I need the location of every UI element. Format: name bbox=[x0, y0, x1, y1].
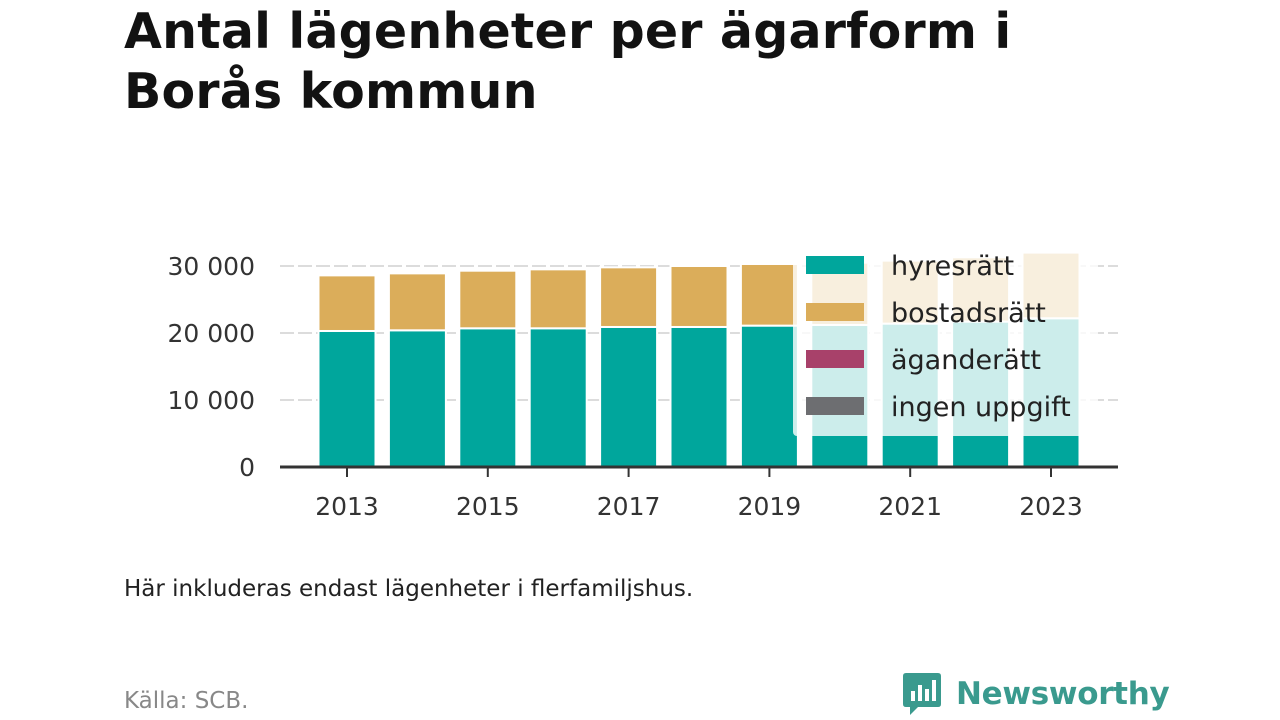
y-tick-label: 20 000 bbox=[168, 319, 255, 348]
bar-segment bbox=[317, 329, 377, 468]
bar-segment bbox=[739, 262, 799, 327]
x-tick-label: 2017 bbox=[597, 492, 661, 521]
legend-background bbox=[793, 244, 1098, 436]
legend-swatch bbox=[806, 256, 864, 274]
y-tick-label: 0 bbox=[239, 453, 255, 482]
legend-label: bostadsrätt bbox=[891, 298, 1046, 329]
y-tick-label: 30 000 bbox=[168, 252, 255, 281]
bar-segment bbox=[739, 324, 799, 468]
bar-segment bbox=[669, 265, 729, 328]
brand-name: Newsworthy bbox=[956, 676, 1170, 712]
legend-swatch bbox=[806, 303, 864, 321]
legend-label: hyresrätt bbox=[891, 251, 1014, 282]
legend-swatch bbox=[806, 350, 864, 368]
x-tick-label: 2013 bbox=[315, 492, 379, 521]
legend-label: äganderätt bbox=[891, 345, 1041, 376]
x-tick-labels: 2013 2015 2017 2019 2021 2023 bbox=[315, 492, 1083, 521]
x-tick-label: 2023 bbox=[1019, 492, 1083, 521]
x-tick-label: 2015 bbox=[456, 492, 520, 521]
bar-segment bbox=[528, 268, 588, 330]
bar-segment bbox=[458, 327, 518, 468]
bar-segment bbox=[458, 269, 518, 330]
chart-note: Här inkluderas endast lägenheter i flerf… bbox=[124, 576, 694, 602]
newsworthy-logo-icon bbox=[903, 673, 941, 715]
x-axis bbox=[280, 465, 1118, 477]
bar-segment bbox=[387, 329, 447, 468]
x-tick-label: 2019 bbox=[738, 492, 802, 521]
bar-segment bbox=[387, 272, 447, 332]
legend: hyresrätt bostadsrätt äganderätt ingen uppg… bbox=[793, 244, 1098, 436]
legend-swatch bbox=[806, 397, 864, 415]
bar-segment bbox=[599, 266, 659, 328]
bar-segment bbox=[317, 274, 377, 332]
y-tick-labels: 0 10 000 20 000 30 000 bbox=[168, 252, 255, 482]
source-text: Källa: SCB. bbox=[124, 688, 249, 714]
bar-segment bbox=[599, 325, 659, 468]
y-tick-label: 10 000 bbox=[168, 386, 255, 415]
bar-segment bbox=[528, 327, 588, 468]
legend-label: ingen uppgift bbox=[891, 392, 1071, 423]
chart-title: Antal lägenheter per ägarform i Borås ko… bbox=[124, 3, 1012, 120]
brand-logo: Newsworthy bbox=[902, 670, 1170, 718]
bar-segment bbox=[669, 325, 729, 468]
x-tick-label: 2021 bbox=[878, 492, 942, 521]
